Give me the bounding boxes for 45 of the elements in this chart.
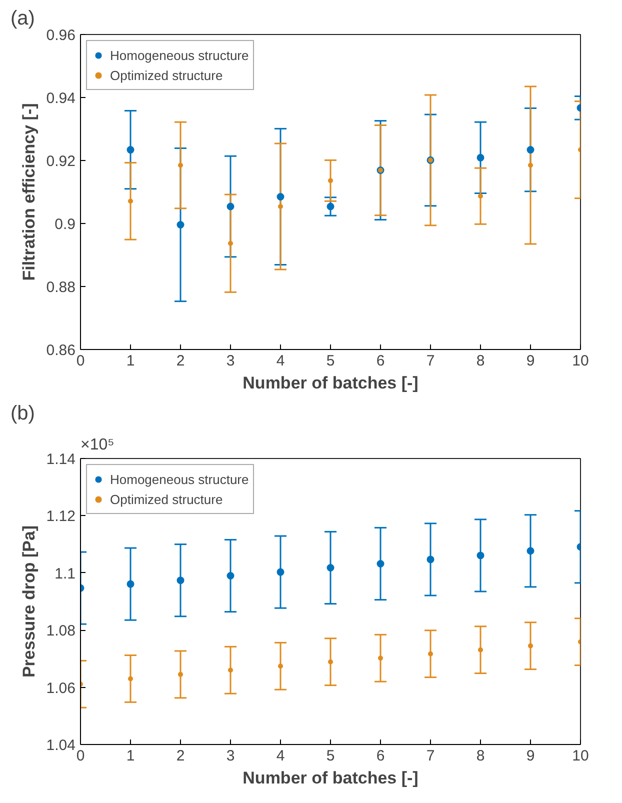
y-tick-label: 0.96 bbox=[46, 27, 76, 44]
y-tick-label: 0.88 bbox=[46, 279, 76, 296]
y-tick-label: 1.06 bbox=[46, 680, 76, 697]
x-tick-label: 2 bbox=[176, 748, 185, 764]
x-tick-label: 5 bbox=[326, 352, 335, 370]
x-tick-label: 3 bbox=[226, 748, 235, 764]
y-tick-label: 1.1 bbox=[54, 565, 76, 582]
y-axis-title: Filtration efficiency [-] bbox=[19, 103, 38, 281]
x-tick-label: 8 bbox=[476, 352, 485, 370]
x-tick-label: 6 bbox=[376, 748, 385, 764]
x-tick-label: 2 bbox=[176, 352, 185, 370]
y-tick-label: 0.9 bbox=[54, 216, 76, 233]
y-tick-label: 1.08 bbox=[46, 622, 76, 640]
x-tick-label: 9 bbox=[526, 352, 535, 370]
x-tick-label: 7 bbox=[426, 352, 435, 370]
x-tick-label: 6 bbox=[376, 352, 385, 370]
legend-label: Optimized structure bbox=[110, 492, 223, 506]
x-tick-label: 9 bbox=[526, 748, 535, 764]
x-tick-label: 10 bbox=[572, 352, 589, 370]
x-tick-label: 0 bbox=[76, 748, 85, 764]
x-tick-label: 10 bbox=[572, 748, 589, 764]
x-tick-label: 4 bbox=[276, 352, 285, 370]
legend-label: Homogeneous structure bbox=[110, 472, 249, 486]
text: ×10⁵ bbox=[80, 436, 114, 454]
x-tick-label: 1 bbox=[126, 352, 135, 370]
x-tick-label: 4 bbox=[276, 748, 285, 764]
legend-label: Homogeneous structure bbox=[110, 48, 249, 62]
y-axis-title: Pressure drop [Pa] bbox=[19, 525, 38, 678]
y-tick-label: 1.12 bbox=[46, 508, 76, 526]
x-tick-label: 8 bbox=[476, 748, 485, 764]
x-tick-label: 1 bbox=[126, 748, 135, 764]
y-tick-label: 0.92 bbox=[46, 153, 76, 170]
x-tick-label: 7 bbox=[426, 748, 435, 764]
chart-title: (b) bbox=[10, 402, 35, 424]
y-tick-label: 0.86 bbox=[46, 342, 76, 359]
chart-title: (a) bbox=[10, 8, 35, 30]
x-axis-title: Number of batches [-] bbox=[242, 768, 418, 788]
y-tick-label: 0.94 bbox=[46, 90, 76, 107]
x-tick-label: 0 bbox=[76, 352, 85, 370]
y-tick-label: 1.14 bbox=[46, 451, 76, 468]
x-tick-label: 3 bbox=[226, 352, 235, 370]
x-tick-label: 5 bbox=[326, 748, 335, 764]
y-tick-label: 1.04 bbox=[46, 737, 76, 754]
legend-label: Optimized structure bbox=[110, 68, 223, 82]
x-axis-title: Number of batches [-] bbox=[242, 374, 418, 392]
